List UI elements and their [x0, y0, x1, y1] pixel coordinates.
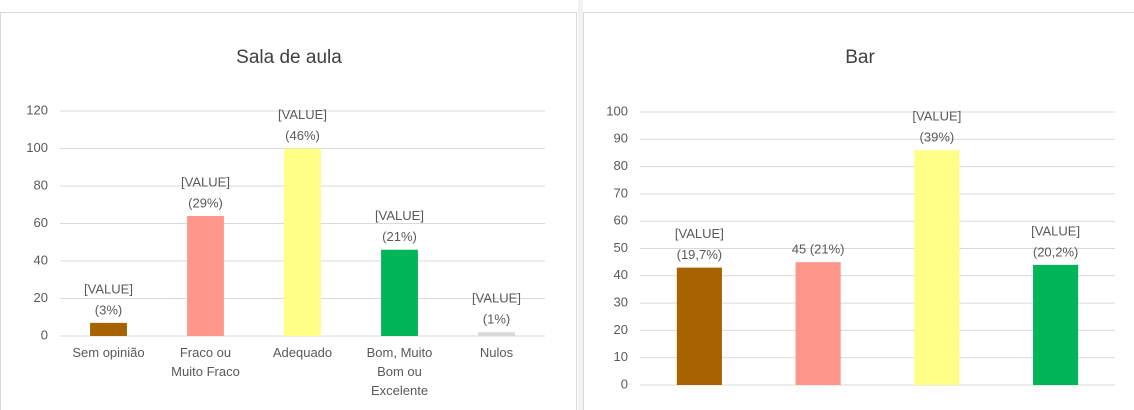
y-tick-label: 80 [34, 177, 48, 192]
x-tick-line: Sem opinião [72, 345, 144, 360]
data-label: 45 (21%) [792, 242, 845, 257]
data-label: [VALUE] [84, 281, 133, 296]
chart-title: Sala de aula [236, 47, 342, 68]
y-tick-label: 60 [614, 213, 628, 228]
data-label: (20,2%) [1033, 244, 1079, 259]
y-tick-label: 30 [614, 295, 628, 310]
x-tick-label: Adequado [273, 345, 332, 360]
chart-title: Bar [845, 47, 875, 68]
x-tick-line: Nulos [480, 345, 514, 360]
data-label: (1%) [483, 312, 510, 327]
data-label: (3%) [95, 302, 122, 317]
y-tick-label: 10 [614, 349, 628, 364]
y-tick-label: 0 [621, 376, 628, 391]
y-tick-label: 60 [34, 215, 48, 230]
bar [187, 216, 224, 336]
y-tick-label: 70 [614, 185, 628, 200]
x-tick-line: Muito Fraco [171, 364, 240, 379]
y-tick-label: 50 [614, 240, 628, 255]
data-label: (29%) [188, 195, 223, 210]
bar [90, 322, 127, 336]
y-tick-label: 100 [606, 103, 628, 118]
y-tick-label: 0 [41, 327, 48, 342]
bar [795, 262, 841, 385]
x-tick-label: Fraco ou Muito Fraco [171, 345, 240, 379]
panel-border [0, 12, 577, 410]
data-label: [VALUE] [472, 291, 521, 306]
x-tick-line: Fraco ou [180, 345, 231, 360]
divider [578, 0, 583, 410]
x-tick-line: Adequado [273, 345, 332, 360]
data-label: [VALUE] [375, 208, 424, 223]
data-label: [VALUE] [278, 107, 327, 122]
x-tick-label: Nulos [480, 345, 514, 360]
x-tick-line: Excelente [371, 383, 428, 398]
data-label: (19,7%) [677, 247, 723, 262]
bar [284, 148, 321, 336]
data-label: [VALUE] [912, 109, 961, 124]
bar [1033, 264, 1079, 385]
y-tick-label: 120 [26, 102, 48, 117]
bar [914, 150, 960, 385]
y-tick-label: 80 [614, 158, 628, 173]
x-tick-line: Bom, Muito [367, 345, 433, 360]
bar [381, 249, 418, 336]
y-tick-label: 40 [614, 267, 628, 282]
x-tick-label: Sem opinião [72, 345, 144, 360]
y-tick-label: 20 [34, 290, 48, 305]
data-label: (46%) [285, 128, 320, 143]
panel-border [583, 12, 1134, 410]
data-label: [VALUE] [181, 174, 230, 189]
bar [676, 267, 722, 385]
data-label: (21%) [382, 229, 417, 244]
y-tick-label: 90 [614, 131, 628, 146]
x-tick-label: Bom, Muito Bom ou Excelente [367, 345, 433, 398]
y-tick-label: 100 [26, 140, 48, 155]
data-label: [VALUE] [675, 226, 724, 241]
data-label: [VALUE] [1031, 223, 1080, 238]
y-tick-label: 20 [614, 322, 628, 337]
bar [478, 332, 515, 336]
y-tick-label: 40 [34, 252, 48, 267]
x-tick-line: Bom ou [377, 364, 422, 379]
data-label: (39%) [920, 130, 955, 145]
